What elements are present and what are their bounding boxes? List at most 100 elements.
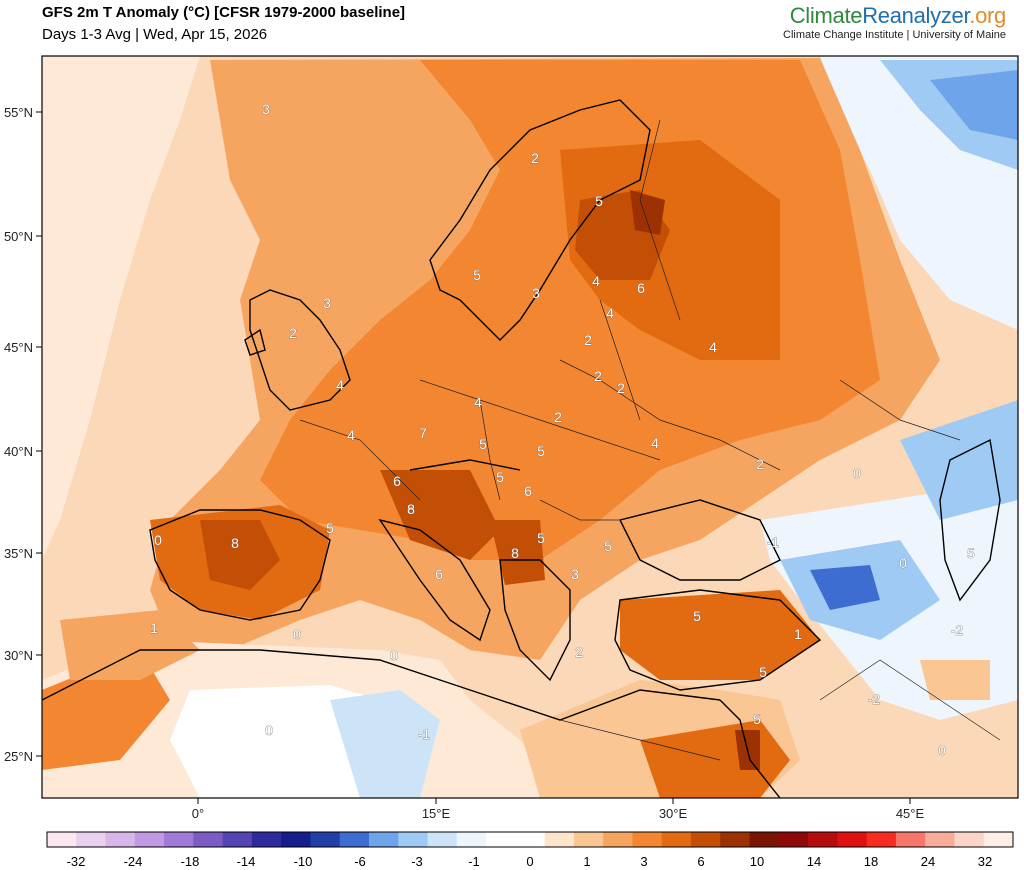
contour-label: -1 — [767, 534, 780, 550]
contour-label: 5 — [537, 443, 545, 459]
contour-label: 2 — [617, 380, 625, 396]
lat-label: 30°N — [4, 648, 33, 663]
contour-label: 4 — [336, 377, 344, 393]
iberia-coast — [149, 509, 331, 621]
border-a — [299, 419, 421, 501]
contour-label: 5 — [604, 538, 612, 554]
contour-label: 2 — [594, 368, 602, 384]
contour-label: 4 — [606, 305, 614, 321]
contour-label: 8 — [231, 535, 239, 551]
colorbar-swatch — [164, 832, 194, 847]
colorbar-label: 10 — [750, 854, 764, 869]
colorbar-swatch — [222, 832, 253, 847]
brand-block[interactable]: ClimateReanalyzer.org Climate Change Ins… — [783, 3, 1006, 41]
brand-logo[interactable]: ClimateReanalyzer.org — [783, 3, 1007, 29]
contour-label: 5 — [473, 267, 481, 283]
northeast-deep-blue-zone — [930, 70, 1018, 140]
lat-label: 50°N — [4, 229, 33, 244]
contour-label: 1 — [150, 620, 158, 636]
atlantic-pale-zone — [42, 56, 200, 560]
contour-label: 4 — [347, 427, 355, 443]
colorbar-swatch — [369, 832, 399, 847]
colorbar-swatch — [339, 832, 370, 847]
contour-label: 5 — [479, 436, 487, 452]
contour-label: 6 — [407, 501, 415, 517]
colorbar-swatch — [515, 832, 546, 847]
contour-label: 4 — [651, 435, 659, 451]
contour-label: 1 — [794, 626, 802, 642]
contour-label: 0 — [938, 742, 946, 758]
contour-label: -1 — [418, 726, 431, 742]
colorbar-label: 1 — [583, 854, 590, 869]
contour-label: 0 — [154, 532, 162, 548]
contour-label: 8 — [511, 545, 519, 561]
contour-label: 5 — [595, 193, 603, 209]
iberia-core-zone — [200, 520, 280, 590]
colorbar-swatch — [105, 832, 136, 847]
colorbar-label: -18 — [181, 854, 200, 869]
colorbar-label: -10 — [294, 854, 313, 869]
contour-label: 2 — [289, 325, 297, 341]
contour-label: 3 — [323, 295, 331, 311]
contour-label: 3 — [571, 566, 579, 582]
contour-label: 0 — [293, 626, 301, 642]
colorbar-frame — [46, 831, 1014, 848]
colorbar-swatch — [925, 832, 955, 847]
lat-label: 25°N — [4, 749, 33, 764]
colorbar-label: -24 — [124, 854, 143, 869]
colorbar-label: 14 — [807, 854, 821, 869]
colorbar-swatch — [866, 832, 897, 847]
colorbar-swatch — [573, 832, 604, 847]
colorbar-swatch — [47, 832, 77, 847]
contour-label: 2 — [554, 409, 562, 425]
levant-coast — [719, 699, 781, 798]
contour-label: 3 — [262, 101, 270, 117]
map-frame — [41, 55, 1019, 799]
italy-coast — [378, 518, 491, 642]
contour-label: 4 — [592, 273, 600, 289]
colorbar-label: 0 — [526, 854, 533, 869]
contour-label: 6 — [435, 566, 443, 582]
contour-label: 7 — [419, 425, 427, 441]
contour-label: 6 — [637, 280, 645, 296]
colorbar-swatch — [837, 832, 868, 847]
contour-label: 2 — [584, 332, 592, 348]
contour-label: 4 — [474, 394, 482, 410]
contour-label: -2 — [951, 622, 964, 638]
colorbar-swatch — [193, 832, 224, 847]
border-c — [479, 399, 501, 501]
contour-label: 5 — [537, 530, 545, 546]
contour-label: 4 — [709, 339, 717, 355]
contour-label: 8 — [407, 501, 415, 517]
contour-label: 0 — [265, 722, 273, 738]
brand-tagline: Climate Change Institute | University of… — [783, 29, 1006, 41]
contour-label: 5 — [759, 664, 767, 680]
latitude-axis: 55°N 50°N 45°N 40°N 35°N 30°N 25°N — [4, 105, 42, 764]
baltic-core-zone — [630, 190, 665, 235]
caucasus-cold-zone — [810, 565, 880, 610]
lon-label: 0° — [192, 806, 204, 821]
contour-label: 5 — [967, 545, 975, 561]
lon-label: 15°E — [422, 806, 451, 821]
contour-label: 5 — [753, 711, 761, 727]
colorbar-swatch — [778, 832, 809, 847]
baltic-south-coast — [409, 459, 521, 471]
country-borders — [299, 119, 1001, 761]
colorbar-label: -1 — [468, 854, 480, 869]
black-sea-coast — [618, 499, 781, 581]
colorbar-swatch — [544, 832, 575, 847]
balkan-hot-zone — [490, 520, 545, 585]
colorbar-swatch — [954, 832, 985, 847]
colorbar-swatch — [808, 832, 838, 847]
contour-label: 5 — [496, 469, 504, 485]
colorbar-swatch — [398, 832, 429, 847]
brand-logo-reanalyzer: Reanalyzer — [862, 3, 970, 28]
turkey-coast — [614, 589, 822, 691]
contour-label: 6 — [524, 483, 532, 499]
border-h — [839, 379, 961, 441]
north-africa-coast — [42, 649, 721, 721]
map-title: GFS 2m T Anomaly (°C) [CFSR 1979-2000 ba… — [42, 4, 406, 21]
ireland-coast — [244, 328, 266, 356]
